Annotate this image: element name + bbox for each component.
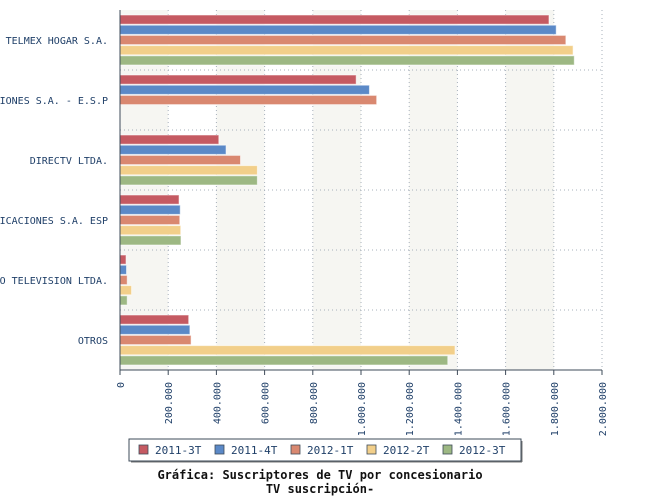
chart-caption-line-1: Gráfica: Suscriptores de TV por concesio… [157, 468, 483, 482]
bar-2011-3T [119, 134, 220, 145]
bar-2012-3T [119, 235, 182, 246]
bar-2011-4T [119, 24, 557, 35]
grid-band [505, 10, 554, 370]
legend-label: 2012-2T [383, 444, 430, 457]
x-tick-label: 1.600.000 [502, 382, 513, 436]
bar-2011-4T [119, 204, 181, 215]
bar-2011-4T [119, 144, 227, 155]
bar-2012-3T [119, 175, 258, 186]
axes: TELMEX HOGAR S.A. IONES S.A. - E.S.P DIREC… [0, 10, 609, 436]
bar-2012-2T [119, 45, 574, 56]
bar-2012-2T [119, 345, 456, 356]
legend-swatch [214, 444, 225, 455]
bar-2011-3T [119, 314, 190, 325]
bar-2012-3T [119, 355, 449, 366]
bar-2012-2T [119, 225, 182, 236]
bar-2012-1T [119, 94, 378, 106]
bar-2011-3T [119, 254, 127, 265]
grid-band [409, 10, 458, 370]
legend-swatch [138, 444, 149, 455]
category-label: DIRECTV LTDA. [30, 156, 108, 167]
x-tick-label: 1.400.000 [453, 382, 464, 436]
legend-swatch [290, 444, 301, 455]
legend-swatch [366, 444, 377, 455]
legend-label: 2012-1T [307, 444, 354, 457]
category-label: OTROS [78, 336, 108, 347]
bar-2012-1T [119, 334, 192, 346]
x-tick-label: 600.000 [261, 382, 272, 424]
bar-2012-2T [119, 165, 258, 176]
legend-box [128, 438, 522, 462]
bar-2011-3T [119, 74, 357, 85]
category-label: O TELEVISION LTDA. [0, 276, 108, 287]
bar-2011-3T [119, 14, 550, 25]
bar-2011-4T [119, 84, 370, 95]
bar-2011-3T [119, 194, 180, 205]
x-tick-label: 200.000 [164, 382, 175, 424]
x-tick-label: 400.000 [212, 382, 223, 424]
category-label: TELMEX HOGAR S.A. [6, 36, 108, 47]
legend-label: 2011-4T [231, 444, 278, 457]
legend-label: 2012-3T [459, 444, 506, 457]
bar-2012-1T [119, 274, 128, 286]
legend-label: 2011-3T [155, 444, 202, 457]
x-tick-label: 0 [116, 382, 127, 388]
bar-2012-3T [119, 55, 575, 66]
x-tick-label: 800.000 [309, 382, 320, 424]
bar-2012-1T [119, 154, 241, 166]
bar-2011-4T [119, 264, 128, 275]
legend-swatch [442, 444, 453, 455]
chart-caption-line-2: TV suscripción- [265, 482, 375, 496]
category-label: IONES S.A. - E.S.P [0, 96, 108, 107]
x-tick-label: 2.000.000 [598, 382, 609, 436]
x-tick-label: 1.200.000 [405, 382, 416, 436]
bar-2012-1T [119, 214, 181, 226]
x-tick-label: 1.800.000 [550, 382, 561, 436]
bar-2011-4T [119, 324, 191, 335]
bar-2012-3T [119, 295, 128, 306]
bar-2012-1T [119, 34, 567, 46]
bar-2012-2T [119, 285, 133, 296]
x-tick-label: 1.000.000 [357, 382, 368, 436]
category-label: ICACIONES S.A. ESP [0, 216, 108, 227]
legend: 2011-3T 2011-4T 2012-1T 2012-2T 2012-3T [128, 438, 523, 463]
